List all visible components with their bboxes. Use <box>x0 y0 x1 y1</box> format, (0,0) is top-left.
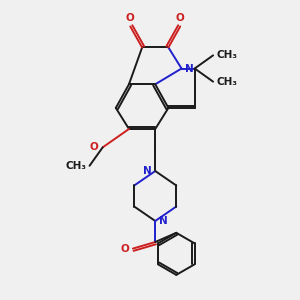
Text: N: N <box>159 216 168 226</box>
Text: CH₃: CH₃ <box>216 50 237 60</box>
Text: O: O <box>120 244 129 254</box>
Text: O: O <box>90 142 99 152</box>
Text: O: O <box>176 13 184 23</box>
Text: CH₃: CH₃ <box>216 76 237 87</box>
Text: CH₃: CH₃ <box>65 161 86 171</box>
Text: O: O <box>126 13 135 23</box>
Text: N: N <box>142 166 151 176</box>
Text: N: N <box>185 64 194 74</box>
